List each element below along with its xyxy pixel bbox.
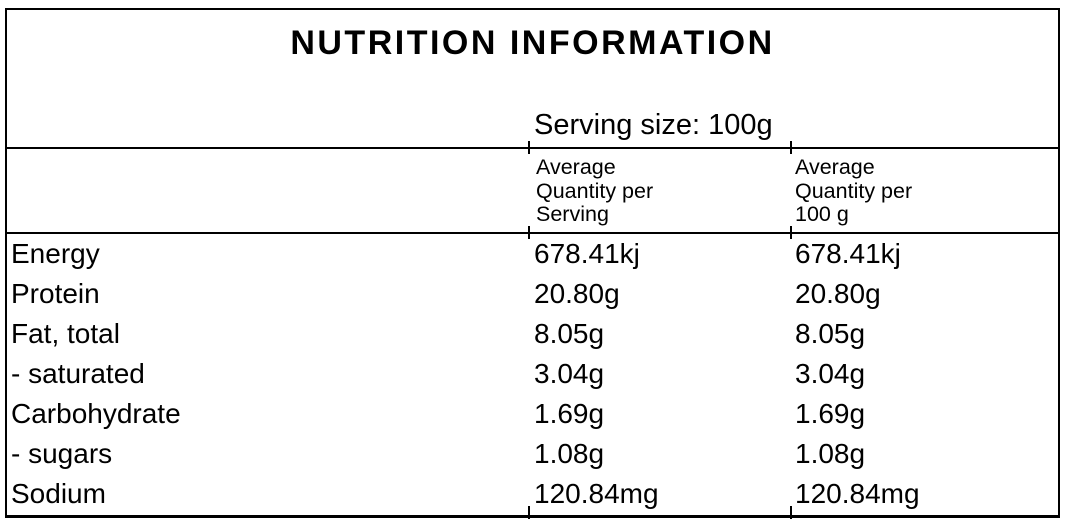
value-per-100g: 120.84mg (795, 478, 920, 509)
nutrient-row-protein: Protein 20.80g 20.80g (7, 274, 1058, 314)
column-tick (528, 141, 530, 154)
nutrient-rows: Energy 678.41kj 678.41kj Protein 20.80g … (7, 234, 1058, 514)
nutrient-label: Energy (11, 238, 100, 269)
value-per-100g: 8.05g (795, 318, 866, 349)
column-tick (528, 506, 530, 519)
nutrient-label: Sodium (11, 478, 106, 509)
nutrient-row-saturated: - saturated 3.04g 3.04g (7, 354, 1058, 394)
value-per-100g: 20.80g (795, 278, 881, 309)
serving-size-text: Serving size: 100g (534, 109, 773, 141)
column-tick (790, 226, 792, 239)
value-per-100g: 3.04g (795, 358, 866, 389)
nutrient-label: Carbohydrate (11, 398, 181, 429)
value-per-serving: 1.69g (534, 398, 605, 429)
nutrient-label: - sugars (11, 438, 113, 469)
nutrient-row-sugars: - sugars 1.08g 1.08g (7, 434, 1058, 474)
value-per-serving: 678.41kj (534, 238, 640, 269)
panel-title: NUTRITION INFORMATION (290, 24, 775, 62)
column-tick (790, 141, 792, 154)
value-per-serving: 120.84mg (534, 478, 659, 509)
header-divider (5, 232, 1060, 234)
value-per-100g: 678.41kj (795, 238, 901, 269)
column-tick (790, 506, 792, 519)
header-per-serving: Average Quantity per Serving (536, 155, 654, 226)
nutrient-label: Protein (11, 278, 100, 309)
serving-size-divider (5, 147, 1060, 149)
nutrient-row-sodium: Sodium 120.84mg 120.84mg (7, 474, 1058, 514)
nutrient-row-fat-total: Fat, total 8.05g 8.05g (7, 314, 1058, 354)
value-per-serving: 8.05g (534, 318, 605, 349)
nutrient-label: - saturated (11, 358, 145, 389)
panel-frame: NUTRITION INFORMATION Serving size: 100g… (5, 8, 1060, 519)
nutrient-row-carbohydrate: Carbohydrate 1.69g 1.69g (7, 394, 1058, 434)
header-per-100g: Average Quantity per 100 g (795, 155, 913, 226)
value-per-100g: 1.08g (795, 438, 866, 469)
value-per-100g: 1.69g (795, 398, 866, 429)
value-per-serving: 3.04g (534, 358, 605, 389)
value-per-serving: 20.80g (534, 278, 620, 309)
nutrient-row-energy: Energy 678.41kj 678.41kj (7, 234, 1058, 274)
value-per-serving: 1.08g (534, 438, 605, 469)
nutrient-label: Fat, total (11, 318, 120, 349)
column-tick (528, 226, 530, 239)
